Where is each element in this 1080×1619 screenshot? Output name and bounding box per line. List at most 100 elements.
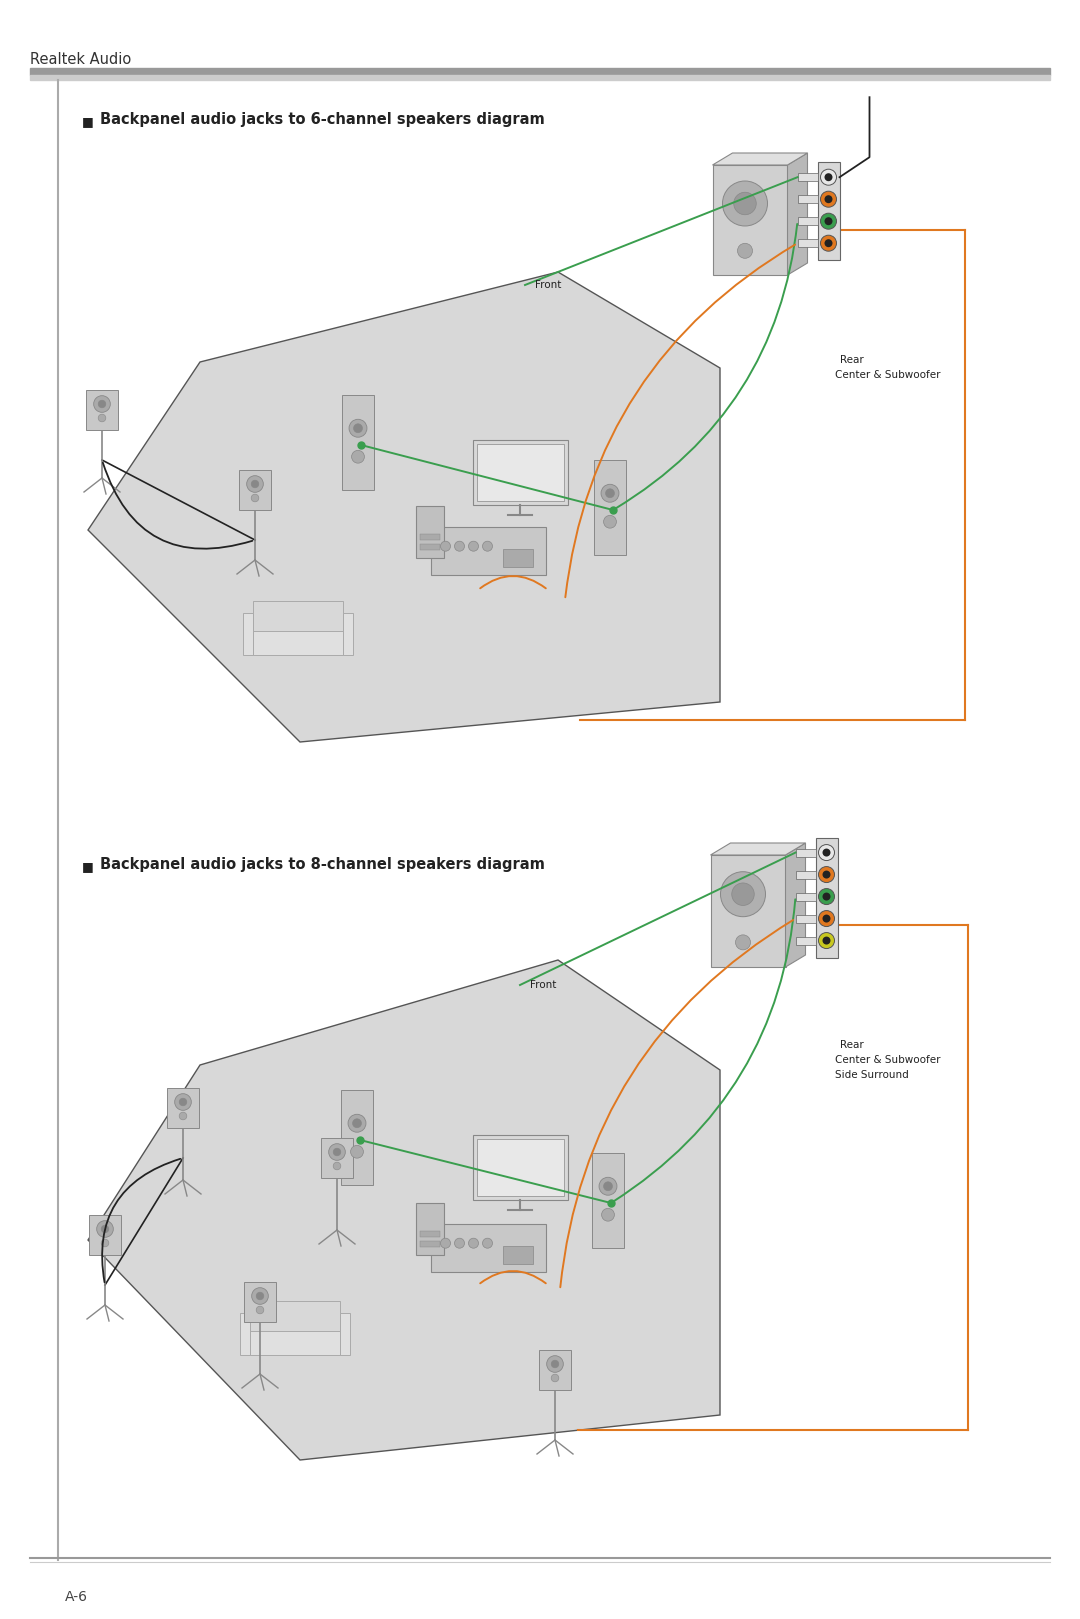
Bar [416,1203,444,1255]
Bar [420,534,440,541]
Bar [711,855,785,967]
Circle shape [735,934,751,950]
Bar [473,1135,567,1200]
Bar [30,74,1050,79]
Circle shape [179,1098,187,1106]
Bar [797,173,818,181]
Bar [539,1350,571,1391]
Bar [796,936,815,944]
Bar [249,1302,340,1331]
Polygon shape [87,272,720,742]
Circle shape [819,866,835,882]
Text: Center & Subwoofer: Center & Subwoofer [835,371,941,380]
Text: Rear: Rear [840,1039,864,1051]
Text: ■: ■ [82,860,94,873]
Circle shape [469,541,478,550]
Circle shape [823,915,831,923]
Bar [253,622,343,656]
Bar [476,1140,564,1196]
Circle shape [348,1114,366,1132]
Circle shape [175,1094,191,1111]
Circle shape [483,541,492,550]
Circle shape [252,481,259,487]
Bar [592,1153,624,1248]
Circle shape [551,1375,558,1383]
Circle shape [179,1112,187,1120]
Bar [420,544,440,550]
Circle shape [246,476,264,492]
Circle shape [823,848,831,856]
Bar [416,507,444,559]
Circle shape [821,214,837,230]
Circle shape [455,1239,464,1248]
Circle shape [352,1119,362,1128]
Text: A-6: A-6 [65,1590,87,1604]
Bar [240,1313,249,1355]
Text: Center & Subwoofer: Center & Subwoofer [835,1056,941,1065]
Text: ■: ■ [82,115,94,128]
Circle shape [606,489,615,497]
Bar [89,1214,121,1255]
Bar [503,1247,534,1264]
Circle shape [252,1287,268,1305]
Circle shape [256,1307,264,1315]
Polygon shape [711,843,806,855]
Bar [818,162,839,261]
Bar [796,848,815,856]
Bar [321,1138,353,1179]
Text: Backpanel audio jacks to 6-channel speakers diagram: Backpanel audio jacks to 6-channel speak… [100,112,544,126]
Circle shape [819,889,835,905]
Circle shape [353,424,363,432]
Bar [244,1282,276,1323]
Circle shape [352,450,364,463]
Circle shape [256,1292,264,1300]
Circle shape [604,1182,612,1190]
Circle shape [821,235,837,251]
Polygon shape [787,154,808,275]
Bar [249,1323,340,1355]
Text: Rear: Rear [840,355,864,364]
Circle shape [102,1239,109,1247]
Circle shape [98,400,106,408]
Circle shape [821,191,837,207]
Circle shape [823,892,831,900]
Circle shape [602,1208,615,1221]
Bar [30,68,1050,74]
Text: Front: Front [530,979,556,989]
Circle shape [819,910,835,926]
Bar [420,1242,440,1247]
Circle shape [720,871,766,916]
Bar [253,601,343,631]
Circle shape [821,170,837,185]
Bar [797,196,818,204]
Circle shape [604,515,617,528]
Text: Front: Front [535,280,562,290]
Bar [713,165,787,275]
Bar [594,460,626,555]
Circle shape [824,240,833,248]
Circle shape [824,217,833,225]
Circle shape [94,395,110,413]
Circle shape [551,1360,558,1368]
Circle shape [823,936,831,944]
Circle shape [483,1239,492,1248]
Bar [796,871,815,879]
Polygon shape [87,960,720,1460]
Bar [431,1224,545,1273]
Polygon shape [713,154,808,165]
Bar [797,240,818,248]
Circle shape [819,933,835,949]
Circle shape [351,1145,363,1158]
Bar [167,1088,199,1128]
Bar [476,444,564,500]
Circle shape [732,882,754,905]
Circle shape [599,1177,617,1195]
Circle shape [349,419,367,437]
Bar [797,217,818,225]
Text: Realtek Audio: Realtek Audio [30,52,132,66]
Circle shape [328,1143,346,1161]
Bar [431,528,545,575]
Circle shape [738,243,753,259]
Circle shape [602,484,619,502]
Bar [341,1090,373,1185]
